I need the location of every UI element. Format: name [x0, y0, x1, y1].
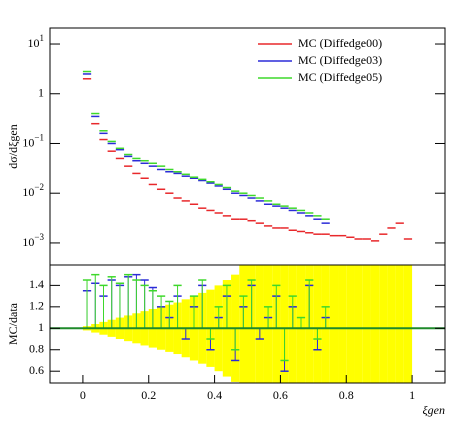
y-tick-label: 10−1: [22, 133, 44, 150]
y-tick-label: 1.4: [29, 277, 44, 291]
y-axis-label: MC/data: [6, 302, 20, 345]
y-tick-label: 0.6: [29, 363, 44, 377]
uncertainty-band: [379, 265, 388, 383]
uncertainty-band: [395, 265, 404, 383]
uncertainty-band: [346, 265, 355, 383]
y-tick-label: 1.2: [29, 299, 44, 313]
uncertainty-band: [255, 265, 264, 383]
uncertainty-band: [338, 265, 347, 383]
x-tick-label: 0.4: [207, 388, 222, 402]
uncertainty-band: [280, 265, 289, 383]
uncertainty-band: [403, 265, 413, 383]
x-tick-label: 0.2: [141, 388, 156, 402]
y-tick-label: 101: [28, 33, 45, 50]
uncertainty-band: [362, 265, 371, 383]
uncertainty-band: [387, 265, 396, 383]
legend-label: MC (Diffedge00): [298, 36, 382, 50]
uncertainty-band: [329, 265, 339, 383]
y-tick-label: 1: [38, 86, 44, 100]
uncertainty-band: [313, 265, 322, 383]
y-axis-label: dσ/dξgen: [6, 124, 20, 168]
plot-area: [82, 70, 413, 242]
uncertainty-band: [370, 265, 380, 383]
y-tick-label: 10−2: [22, 182, 44, 199]
x-tick-label: 0.8: [339, 388, 354, 402]
y-tick-label: 10−3: [22, 232, 44, 249]
x-tick-label: 1: [409, 388, 415, 402]
uncertainty-band: [354, 265, 363, 383]
frame: [49, 27, 446, 266]
y-tick-label: 1: [38, 320, 44, 334]
x-tick-label: 0.6: [273, 388, 288, 402]
frame: [49, 264, 446, 384]
x-axis-label: ξgen: [423, 403, 445, 417]
y-tick-label: 0.8: [29, 341, 44, 355]
x-tick-label: 0: [80, 388, 86, 402]
legend-label: MC (Diffedge05): [298, 70, 382, 84]
legend-label: MC (Diffedge03): [298, 53, 382, 67]
